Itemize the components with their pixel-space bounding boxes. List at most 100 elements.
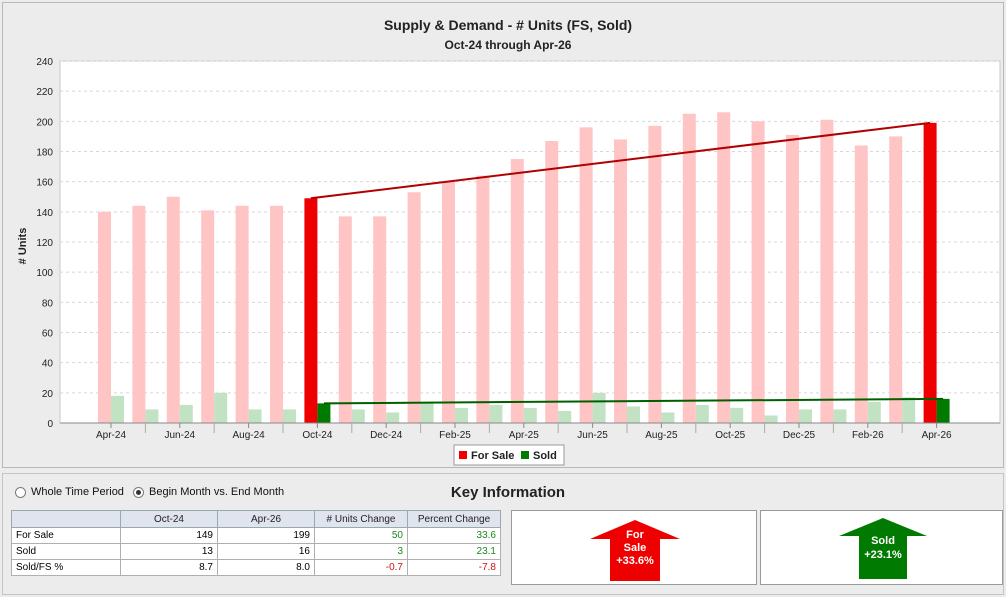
bar-sold-sep-24 bbox=[283, 409, 296, 423]
bar-for-sale-oct-24 bbox=[304, 198, 318, 423]
cell-start: 8.7 bbox=[120, 559, 218, 576]
x-tick-label: Dec-24 bbox=[370, 430, 403, 441]
x-tick-label: Jun-25 bbox=[577, 430, 608, 441]
bar-sold-nov-24 bbox=[351, 409, 365, 423]
bar-sold-mar-25 bbox=[489, 404, 503, 423]
for-sale-up-arrow-icon bbox=[590, 520, 680, 581]
bar-sold-mar-26 bbox=[902, 397, 916, 423]
bar-for-sale-oct-25 bbox=[717, 112, 731, 424]
bar-sold-dec-24 bbox=[386, 412, 400, 423]
y-tick-label: 220 bbox=[36, 87, 53, 98]
key-information-title: Key Information bbox=[450, 484, 566, 501]
bar-sold-apr-24 bbox=[111, 395, 124, 423]
radio-selected-icon bbox=[133, 486, 144, 498]
bar-sold-feb-25 bbox=[455, 407, 468, 423]
legend-swatch-sold bbox=[521, 451, 529, 459]
bar-sold-dec-25 bbox=[799, 409, 812, 423]
bar-sold-jul-25 bbox=[627, 406, 640, 423]
bar-for-sale-dec-25 bbox=[786, 134, 799, 424]
sold-arrow-percent: +23.1% bbox=[864, 549, 902, 561]
table-header-row: Oct-24 Apr-26 # Units Change Percent Cha… bbox=[11, 510, 501, 528]
x-tick-label: Apr-26 bbox=[922, 430, 952, 441]
bar-sold-jun-25 bbox=[592, 392, 606, 423]
cell-start: 13 bbox=[120, 543, 218, 560]
y-tick-label: 0 bbox=[47, 419, 53, 430]
y-tick-label: 200 bbox=[36, 117, 53, 128]
bar-sold-oct-25 bbox=[730, 407, 744, 423]
y-tick-label: 20 bbox=[42, 389, 54, 400]
row-label: For Sale bbox=[11, 527, 121, 544]
bar-sold-apr-26 bbox=[936, 398, 950, 423]
key-information-table: Oct-24 Apr-26 # Units Change Percent Cha… bbox=[11, 510, 501, 576]
cell-end: 199 bbox=[217, 527, 315, 544]
x-tick-label: Aug-24 bbox=[232, 430, 265, 441]
bar-for-sale-mar-26 bbox=[889, 136, 903, 423]
chart-title: Supply & Demand - # Units (FS, Sold) bbox=[384, 17, 632, 33]
trend-line-sold bbox=[323, 397, 944, 405]
bar-sold-jan-25 bbox=[420, 403, 434, 423]
legend: For Sale Sold bbox=[453, 444, 565, 466]
table-row: Sold 13 16 3 23.1 bbox=[11, 543, 501, 560]
bar-sold-feb-26 bbox=[867, 401, 881, 423]
column-header-start: Oct-24 bbox=[120, 510, 218, 528]
begin-vs-end-month-label: Begin Month vs. End Month bbox=[149, 486, 285, 498]
bar-for-sale-apr-25 bbox=[510, 159, 524, 423]
y-tick-label: 60 bbox=[42, 329, 54, 340]
bar-for-sale-may-25 bbox=[545, 140, 559, 424]
y-tick-label: 160 bbox=[36, 178, 53, 189]
bar-for-sale-may-24 bbox=[132, 205, 146, 423]
cell-end: 8.0 bbox=[217, 559, 315, 576]
sold-arrow-text-1: Sold bbox=[871, 535, 895, 547]
whole-time-period-radio[interactable]: Whole Time Period bbox=[15, 486, 124, 498]
sold-up-arrow-icon bbox=[839, 518, 927, 579]
bar-for-sale-apr-24 bbox=[98, 211, 111, 423]
row-label: Sold/FS % bbox=[11, 559, 121, 576]
bar-for-sale-feb-26 bbox=[854, 145, 868, 423]
bar-for-sale-dec-24 bbox=[373, 216, 387, 423]
legend-label-sold: Sold bbox=[533, 450, 557, 462]
bar-for-sale-jan-26 bbox=[820, 119, 834, 423]
y-tick-label: 180 bbox=[36, 148, 53, 159]
column-header-blank bbox=[11, 510, 121, 528]
begin-vs-end-month-radio[interactable]: Begin Month vs. End Month bbox=[133, 486, 284, 498]
legend-swatch-for-sale bbox=[459, 451, 467, 459]
bar-sold-apr-25 bbox=[523, 407, 537, 423]
whole-time-period-label: Whole Time Period bbox=[31, 486, 124, 498]
bar-for-sale-nov-25 bbox=[751, 121, 765, 423]
bar-sold-jul-24 bbox=[214, 392, 228, 423]
x-tick-label: Aug-25 bbox=[645, 430, 678, 441]
for-sale-change-box: For Sale +33.6% bbox=[511, 510, 757, 585]
x-tick-label: Apr-24 bbox=[96, 430, 126, 441]
bar-sold-nov-25 bbox=[764, 415, 778, 423]
trend-line-for-sale bbox=[310, 121, 931, 200]
sold-change-box: Sold +23.1% bbox=[760, 510, 1003, 585]
cell-units-change: 50 bbox=[314, 527, 408, 544]
bar-for-sale-jun-24 bbox=[166, 196, 180, 423]
column-header-percent-change: Percent Change bbox=[407, 510, 501, 528]
bar-for-sale-jul-25 bbox=[614, 139, 627, 423]
bar-for-sale-nov-24 bbox=[338, 216, 352, 423]
bar-for-sale-sep-25 bbox=[682, 113, 696, 424]
bar-sold-aug-24 bbox=[248, 409, 262, 423]
legend-label-for-sale: For Sale bbox=[471, 450, 514, 462]
x-tick-label: Feb-26 bbox=[852, 430, 884, 441]
x-tick-label: Jun-24 bbox=[165, 430, 196, 441]
column-header-end: Apr-26 bbox=[217, 510, 315, 528]
x-tick-label: Oct-24 bbox=[302, 430, 332, 441]
bar-for-sale-sep-24 bbox=[270, 205, 283, 423]
y-tick-label: 240 bbox=[36, 57, 53, 68]
bar-sold-jun-24 bbox=[179, 404, 193, 423]
bar-sold-may-25 bbox=[558, 410, 572, 423]
cell-end: 16 bbox=[217, 543, 315, 560]
bar-for-sale-jun-25 bbox=[579, 127, 593, 423]
x-tick-label: Oct-25 bbox=[715, 430, 745, 441]
x-tick-label: Dec-25 bbox=[783, 430, 816, 441]
y-tick-label: 40 bbox=[42, 359, 54, 370]
y-tick-label: 120 bbox=[36, 238, 53, 249]
cell-start: 149 bbox=[120, 527, 218, 544]
bar-sold-may-24 bbox=[145, 409, 159, 423]
key-information-panel: Whole Time Period Begin Month vs. End Mo… bbox=[2, 473, 1004, 595]
y-tick-label: 80 bbox=[42, 298, 54, 309]
bar-for-sale-feb-25 bbox=[442, 181, 455, 423]
bar-for-sale-aug-25 bbox=[648, 125, 662, 423]
